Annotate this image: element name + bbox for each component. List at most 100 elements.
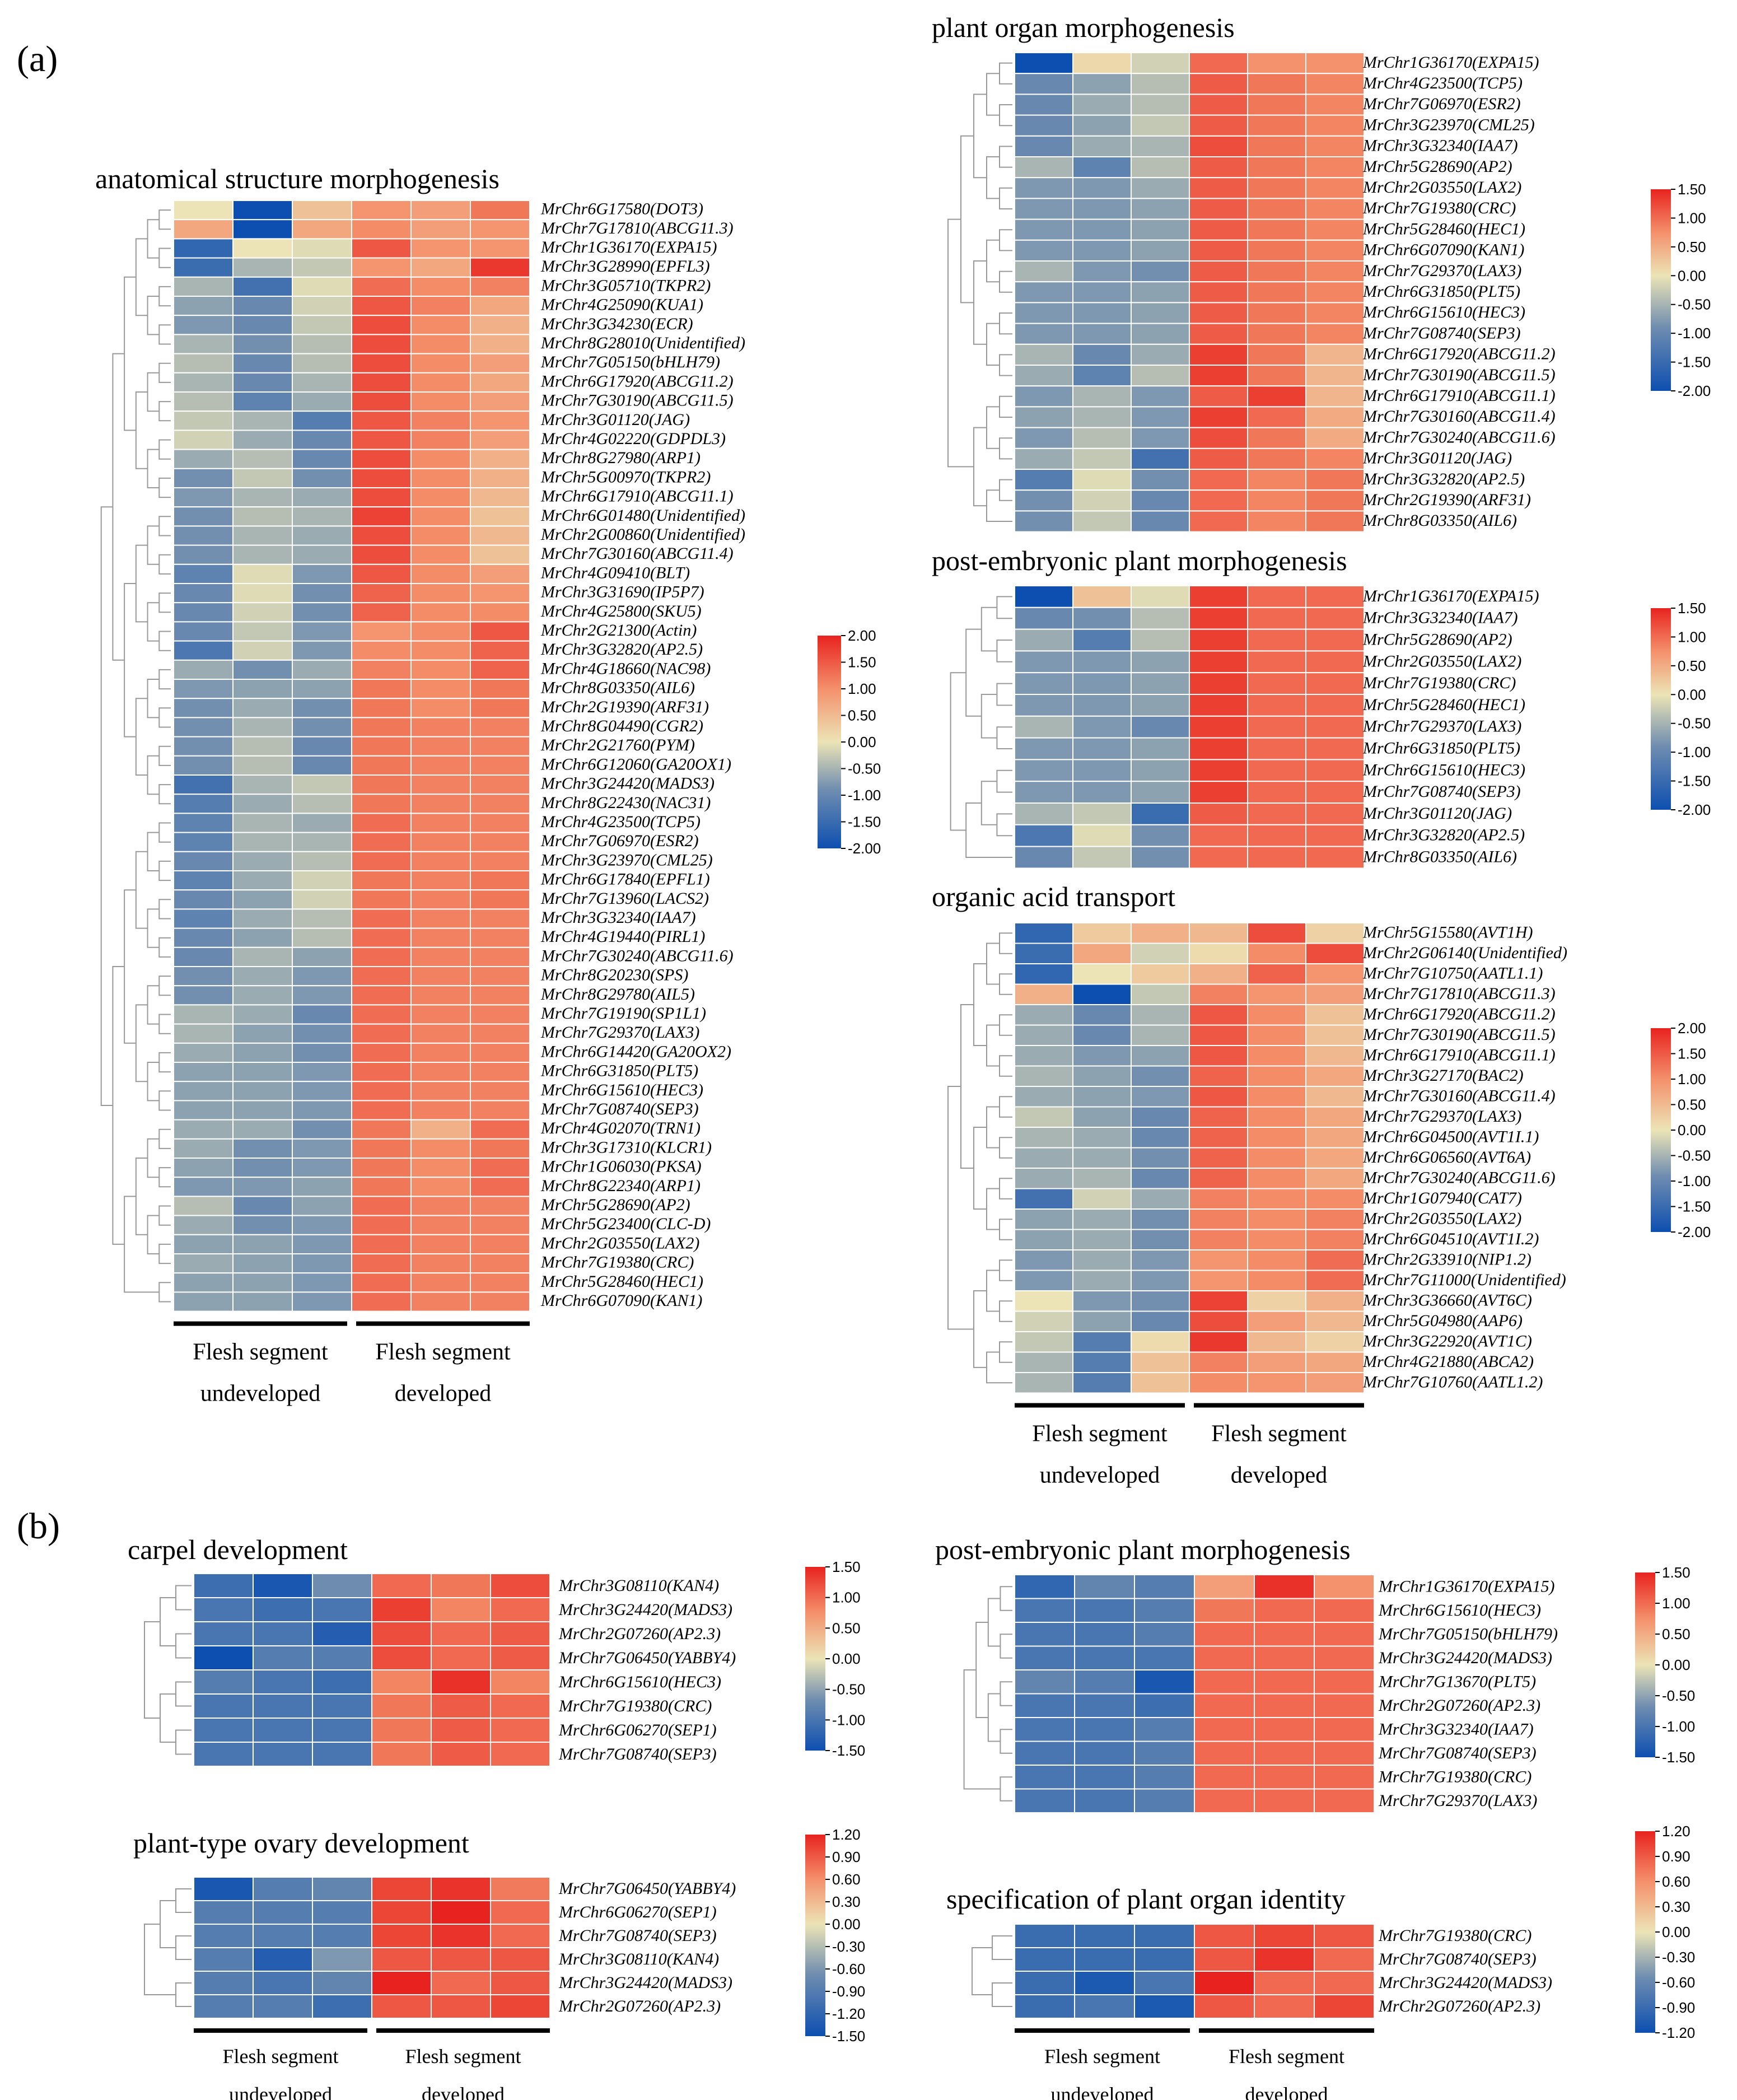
heatmap-cell	[193, 1669, 254, 1695]
dendrogram-branch	[992, 1982, 1012, 2007]
gene-label: MrChr8G03350(AIL6)	[1362, 511, 1517, 530]
heatmap-cell	[1072, 1208, 1132, 1230]
heatmap-cell	[1305, 1208, 1365, 1230]
dendrogram-branch	[947, 1086, 974, 1330]
heatmap-cell	[292, 889, 352, 910]
heatmap-cell	[1072, 824, 1132, 847]
dendrogram-branch	[158, 899, 171, 920]
heatmap-cell	[1189, 135, 1248, 158]
heatmap-cell	[351, 1177, 412, 1197]
heatmap-cell	[1305, 510, 1365, 533]
group-label-undeveloped-1: Flesh segment	[1032, 1421, 1168, 1447]
heatmap-cell	[470, 315, 530, 335]
heatmap-cell	[410, 487, 471, 508]
heatmap-cell	[1074, 1947, 1135, 1972]
heatmap-cell	[1305, 365, 1365, 387]
scale-tick-label: 0.50	[1678, 657, 1706, 674]
heatmap-cell	[1072, 963, 1132, 985]
heatmap-cell	[351, 870, 412, 891]
heatmap-cell	[292, 391, 352, 412]
heatmap-cell	[410, 334, 471, 354]
heatmap-cell	[1131, 385, 1190, 408]
gene-label: MrChr4G25800(SKU5)	[540, 602, 702, 620]
heatmap-title: carpel development	[128, 1534, 348, 1565]
heatmap-cell	[1305, 715, 1365, 739]
heatmap-title: anatomical structure morphogenesis	[95, 163, 499, 194]
dendrogram-branch	[144, 1621, 160, 1719]
heatmap-cell	[232, 908, 293, 929]
gene-label: MrChr4G19440(PIRL1)	[540, 927, 705, 946]
heatmap-cell	[1305, 1249, 1365, 1271]
heatmap-cell	[1189, 1065, 1248, 1087]
heatmap-cell	[351, 1100, 412, 1121]
heatmap-cell	[470, 621, 530, 642]
heatmap-cell	[1072, 672, 1132, 695]
heatmap-cell	[410, 870, 471, 891]
scale-tick-label: -0.50	[1678, 715, 1711, 732]
heatmap-cell	[1072, 469, 1132, 491]
color-scale-bar	[805, 1567, 825, 1751]
heatmap-cell	[1189, 94, 1248, 116]
heatmap-cell	[470, 640, 530, 661]
heatmap-cell	[1254, 1574, 1315, 1599]
scale-tick-label: 0.90	[832, 1849, 861, 1865]
heatmap-cell	[1072, 218, 1132, 241]
heatmap-cell	[410, 946, 471, 968]
dendrogram-branch	[158, 707, 171, 728]
heatmap-cell	[470, 966, 530, 987]
color-scale-bar	[818, 636, 841, 848]
heatmap-cell	[1131, 824, 1190, 847]
dendrogram-branch	[158, 248, 171, 268]
heatmap-cell	[1131, 343, 1190, 366]
heatmap-cell	[371, 1645, 432, 1670]
gene-label: MrChr2G07260(AP2.3)	[558, 1997, 721, 2015]
heatmap-cell	[1194, 1574, 1255, 1599]
heatmap-cell	[1074, 1788, 1135, 1813]
heatmap-cell	[1305, 302, 1365, 324]
dendrogram-branch	[158, 477, 171, 498]
heatmap-cell	[1189, 1331, 1248, 1353]
heatmap-cell	[1305, 94, 1365, 116]
gene-label: MrChr6G04510(AVT1I.2)	[1362, 1230, 1539, 1248]
heatmap-cell	[1254, 1971, 1315, 1995]
heatmap-cell	[193, 1900, 254, 1925]
heatmap-cell	[410, 372, 471, 393]
heatmap-cell	[1131, 281, 1190, 304]
heatmap-cell	[292, 946, 352, 968]
dendrogram-branch	[158, 554, 171, 575]
color-scale-bar	[1635, 1831, 1655, 2033]
heatmap-cell	[431, 1947, 491, 1972]
heatmap-cell	[410, 1042, 471, 1063]
heatmap-cell	[410, 544, 471, 565]
heatmap-cell	[1305, 824, 1365, 847]
heatmap-cell	[1189, 650, 1248, 674]
heatmap-cell	[410, 794, 471, 814]
gene-label: MrChr7G08740(SEP3)	[558, 1745, 717, 1763]
group-label-undeveloped-1: Flesh segment	[193, 1340, 328, 1365]
heatmap-cell	[292, 679, 352, 699]
gene-label: MrChr6G04500(AVT1I.1)	[1362, 1127, 1539, 1146]
heatmap-cell	[470, 889, 530, 910]
scale-tick-label: 0.60	[1662, 1873, 1691, 1890]
heatmap-cell	[232, 927, 293, 948]
gene-label: MrChr6G17920(ABCG11.2)	[1362, 345, 1556, 363]
heatmap-cell	[1131, 606, 1190, 630]
heatmap-cell	[1131, 1372, 1190, 1394]
heatmap-cell	[1134, 1924, 1195, 1948]
gene-label: MrChr6G17580(DOT3)	[540, 200, 703, 218]
heatmap-cell	[173, 908, 234, 929]
scale-tick-label: -1.00	[832, 1711, 865, 1728]
gene-label: MrChr2G21760(PYM)	[540, 736, 695, 754]
heatmap-cell	[1305, 260, 1365, 283]
heatmap-cell	[1247, 73, 1306, 95]
heatmap-cell	[1189, 1270, 1248, 1291]
gene-label: MrChr6G31850(PLT5)	[540, 1062, 698, 1080]
heatmap-cell	[232, 736, 293, 757]
gene-label: MrChr1G07940(CAT7)	[1362, 1189, 1522, 1207]
heatmap-cell	[1247, 694, 1306, 717]
gene-label: MrChr5G00970(TKPR2)	[540, 468, 711, 486]
gene-label: MrChr3G32340(IAA7)	[1362, 609, 1518, 627]
dendrogram-branch	[124, 889, 136, 1044]
heatmap-cell	[253, 1971, 313, 1995]
panel-b-label: (b)	[17, 1506, 60, 1547]
